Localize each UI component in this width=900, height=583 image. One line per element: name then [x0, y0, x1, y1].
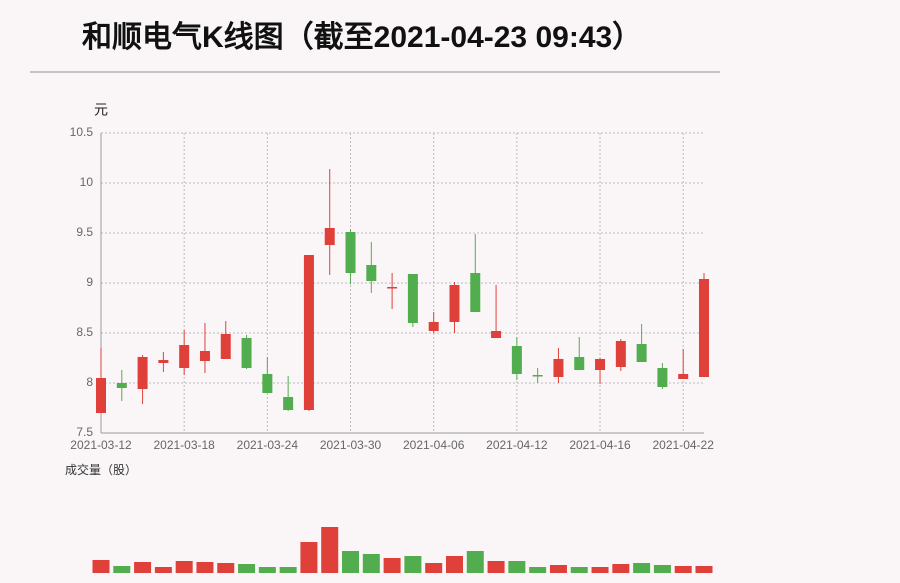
candle-body — [158, 360, 169, 363]
volume-bar — [591, 567, 609, 573]
volume-bar — [466, 551, 484, 573]
volume-bar — [529, 567, 547, 573]
y-tick-label: 9 — [86, 275, 93, 289]
candle-body — [407, 274, 418, 323]
volume-bar — [300, 542, 318, 573]
y-tick-label: 7.5 — [76, 425, 93, 439]
candle-body — [179, 345, 190, 368]
volume-bar — [674, 566, 692, 573]
candle-body — [283, 397, 294, 410]
volume-bar — [154, 567, 172, 573]
candle-body — [324, 228, 335, 245]
candle-body — [366, 265, 377, 281]
candle-body — [428, 322, 439, 331]
volume-bar — [653, 565, 671, 573]
volume-bar — [695, 566, 713, 573]
volume-bar — [134, 562, 152, 573]
candle-body — [241, 338, 252, 368]
candle-body — [636, 344, 647, 362]
candle-body — [345, 232, 356, 273]
candle-body — [699, 279, 709, 377]
candle-body — [137, 357, 148, 389]
candle-body — [491, 331, 502, 338]
candle-body — [116, 383, 127, 388]
volume-bar — [258, 567, 276, 573]
x-tick-label: 2021-03-24 — [237, 438, 299, 452]
volume-bar — [113, 566, 131, 573]
candle-body — [220, 334, 231, 359]
page-title: 和顺电气K线图（截至2021-04-23 09:43） — [82, 20, 642, 54]
volume-bar — [383, 558, 401, 573]
candle-body — [574, 357, 585, 370]
candle-body — [303, 255, 314, 410]
volume-bar — [633, 563, 651, 573]
volume-bar — [570, 567, 588, 573]
y-tick-label: 10 — [80, 175, 94, 189]
volume-bar — [549, 565, 567, 573]
candle-body — [470, 273, 481, 312]
volume-bar — [342, 551, 360, 573]
candle-body — [96, 378, 106, 413]
x-tick-label: 2021-04-16 — [569, 438, 631, 452]
volume-bar — [404, 556, 422, 573]
candle-body — [449, 285, 460, 322]
volume-bar — [321, 527, 339, 573]
x-tick-label: 2021-04-22 — [653, 438, 715, 452]
y-tick-label: 8.5 — [76, 325, 93, 339]
candle-body — [657, 368, 668, 387]
x-tick-label: 2021-04-06 — [403, 438, 465, 452]
volume-bar — [92, 560, 110, 573]
volume-bar — [487, 561, 505, 573]
volume-bar — [279, 567, 297, 573]
y-tick-label: 8 — [86, 375, 93, 389]
x-tick-label: 2021-03-12 — [70, 438, 132, 452]
volume-bar — [612, 564, 630, 573]
candle-body — [615, 341, 626, 367]
candle-body — [595, 359, 606, 370]
volume-bar — [425, 563, 443, 573]
volume-bar — [508, 561, 526, 573]
x-tick-label: 2021-03-30 — [320, 438, 382, 452]
volume-bar — [196, 562, 214, 573]
volume-bar — [362, 554, 380, 573]
candle-body — [387, 287, 398, 289]
volume-bar — [175, 561, 193, 573]
y-axis-unit: 元 — [94, 102, 108, 118]
x-tick-label: 2021-04-12 — [486, 438, 548, 452]
x-tick-label: 2021-03-18 — [153, 438, 215, 452]
y-tick-label: 9.5 — [76, 225, 93, 239]
y-tick-label: 10.5 — [70, 125, 94, 139]
candle-body — [553, 359, 564, 377]
volume-bar — [217, 563, 235, 573]
candle-body — [678, 374, 689, 379]
candle-body — [511, 346, 522, 374]
volume-bar — [238, 564, 256, 573]
candle-body — [262, 374, 273, 393]
volume-title: 成交量（股） — [65, 462, 137, 477]
volume-bar — [445, 556, 463, 573]
candle-body — [532, 375, 543, 377]
candle-body — [199, 351, 210, 361]
